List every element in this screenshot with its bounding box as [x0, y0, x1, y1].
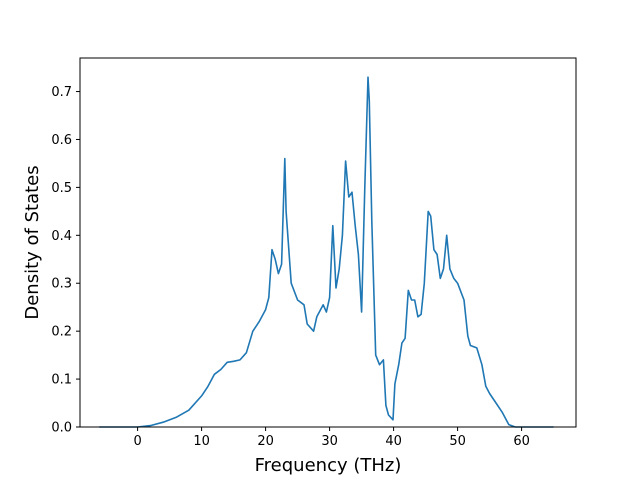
x-tick-label: 30	[321, 434, 338, 449]
y-tick-label: 0.3	[51, 277, 72, 292]
series-line	[99, 76, 554, 428]
y-axis-title: Density of States	[22, 165, 43, 319]
x-axis-title: Frequency (THz)	[255, 455, 402, 476]
x-axis: 0 10 20 30 40 50 60	[133, 427, 530, 449]
x-tick-label: 20	[257, 434, 274, 449]
y-axis: 0.0 0.1 0.2 0.3 0.4 0.5 0.6 0.7	[51, 85, 80, 436]
y-tick-label: 0.6	[51, 133, 72, 148]
y-tick-label: 0.4	[51, 229, 72, 244]
x-tick-label: 40	[385, 434, 402, 449]
y-tick-label: 0.5	[51, 181, 72, 196]
x-tick-label: 50	[449, 434, 466, 449]
y-tick-label: 0.1	[51, 373, 72, 388]
x-tick-label: 10	[193, 434, 210, 449]
y-tick-label: 0.0	[51, 421, 72, 436]
plot-area	[99, 76, 554, 428]
x-tick-label: 60	[513, 434, 530, 449]
x-tick-label: 0	[133, 434, 141, 449]
plot-frame	[79, 57, 577, 428]
y-tick-label: 0.7	[51, 85, 72, 100]
y-tick-label: 0.2	[51, 325, 72, 340]
